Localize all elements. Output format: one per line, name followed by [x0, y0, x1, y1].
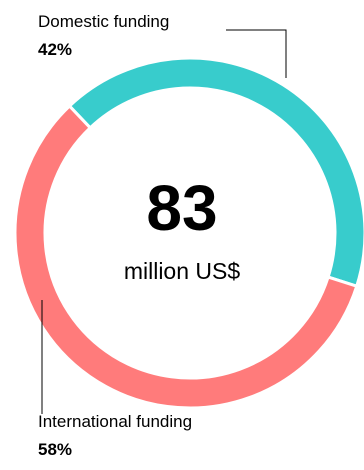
international-funding-value: 58% [38, 440, 73, 459]
international-funding-label: International funding [38, 412, 193, 431]
total-unit: million US$ [123, 258, 241, 284]
total-value: 83 [146, 172, 218, 244]
domestic-funding-label: Domestic funding [38, 12, 170, 31]
international-funding-slice [13, 103, 359, 410]
domestic-funding-value: 42% [38, 40, 73, 59]
domestic-leader-line [226, 29, 287, 78]
